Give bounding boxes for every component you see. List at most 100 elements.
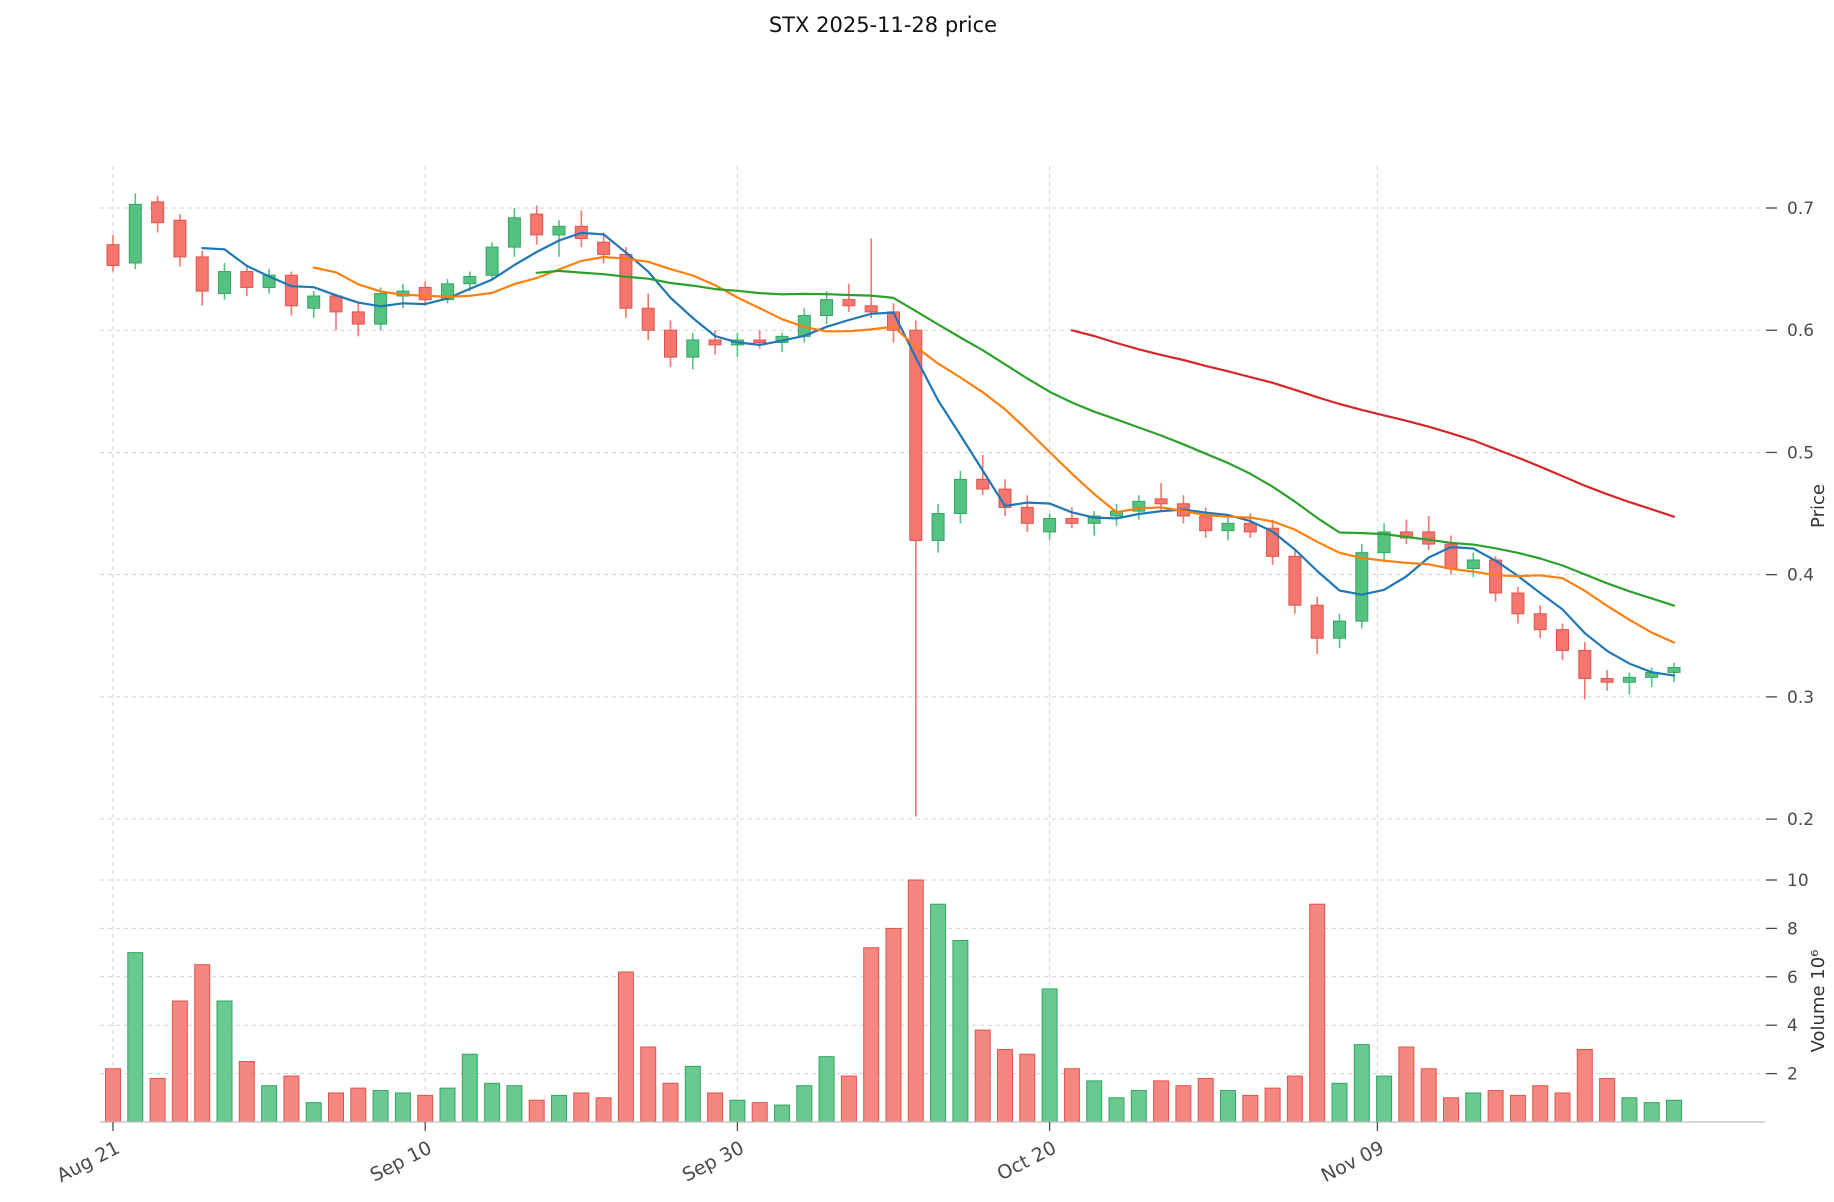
- candle-body: [1622, 676, 1636, 683]
- candle-body: [686, 339, 700, 358]
- volume-bar: [818, 1056, 835, 1123]
- volume-bar: [105, 1068, 121, 1123]
- volume-tick-label: 8: [1787, 919, 1798, 939]
- price-tick-label: 0.3: [1787, 688, 1814, 708]
- volume-bar: [751, 1102, 768, 1123]
- volume-tick-label: 6: [1787, 968, 1798, 988]
- x-tick-label: Aug 21: [53, 1137, 123, 1187]
- candle-body: [1422, 531, 1436, 545]
- x-tick-label: Sep 30: [679, 1137, 748, 1187]
- volume-bar: [662, 1082, 679, 1123]
- volume-bar: [238, 1061, 255, 1123]
- volume-bar: [1063, 1068, 1080, 1123]
- volume-bar: [506, 1085, 523, 1123]
- volume-bar: [1621, 1097, 1638, 1123]
- volume-bar: [729, 1099, 746, 1123]
- volume-bar: [1599, 1077, 1616, 1123]
- volume-bar: [283, 1075, 300, 1123]
- candle-body: [641, 307, 655, 331]
- candle-body: [1556, 629, 1569, 651]
- ma-line-20: [535, 269, 1676, 607]
- volume-bar: [1197, 1077, 1214, 1123]
- candle-body: [1600, 678, 1614, 683]
- ma-line-10: [312, 255, 1676, 644]
- candle-body: [351, 311, 365, 325]
- volume-bar: [863, 947, 880, 1123]
- candle-body: [218, 271, 231, 295]
- volume-bar: [930, 903, 947, 1123]
- volume-bar: [328, 1092, 344, 1123]
- ma-line-44: [1070, 329, 1676, 518]
- volume-bar: [840, 1075, 857, 1123]
- ma-layer: [201, 231, 1676, 677]
- candle-body: [953, 478, 967, 515]
- volume-bar: [439, 1087, 456, 1123]
- candle-body: [842, 299, 856, 307]
- volume-bar: [261, 1085, 278, 1123]
- candle-body: [1132, 500, 1146, 512]
- volume-layer: [105, 879, 1682, 1123]
- candle-body: [1087, 515, 1101, 524]
- volume-bar: [1264, 1087, 1281, 1123]
- volume-bar: [997, 1048, 1013, 1123]
- volume-bar: [350, 1087, 367, 1123]
- candle-body: [530, 213, 544, 236]
- volume-bar: [1309, 903, 1326, 1123]
- volume-bar: [1353, 1044, 1370, 1123]
- candle-body: [329, 295, 343, 313]
- candle-body: [619, 253, 633, 309]
- price-tick-label: 0.7: [1787, 199, 1814, 219]
- candle-body: [1578, 649, 1592, 680]
- candle-body: [1466, 559, 1480, 570]
- volume-bar: [1666, 1099, 1682, 1123]
- volume-bar: [1487, 1090, 1504, 1123]
- volume-bar: [1331, 1082, 1348, 1123]
- volume-bar: [974, 1029, 991, 1123]
- ma-line-5: [201, 231, 1676, 677]
- candle-body: [1065, 517, 1079, 524]
- candle-body: [1154, 498, 1168, 505]
- candle-body: [1511, 592, 1525, 615]
- candle-body: [284, 274, 298, 307]
- candle-body: [240, 271, 254, 288]
- volume-bar: [885, 927, 902, 1123]
- volume-bar: [1554, 1092, 1571, 1123]
- candle-body: [931, 513, 945, 541]
- volume-tick-label: 4: [1787, 1016, 1798, 1036]
- candle-body: [864, 305, 878, 313]
- candle-body: [753, 339, 767, 343]
- candle-body: [507, 217, 521, 248]
- candle-body: [1355, 552, 1369, 622]
- volume-bar: [372, 1090, 389, 1123]
- volume-bar: [617, 971, 634, 1123]
- volume-bar: [1130, 1090, 1147, 1123]
- volume-bar: [1019, 1053, 1036, 1123]
- volume-bar: [1286, 1075, 1303, 1123]
- volume-bar: [1443, 1097, 1459, 1123]
- candle-body: [1221, 522, 1235, 532]
- volume-bar: [528, 1099, 545, 1123]
- volume-tick-label: 10: [1787, 871, 1809, 891]
- price-tick-label: 0.5: [1787, 443, 1814, 463]
- candle-body: [151, 201, 165, 224]
- candle-body: [418, 286, 432, 301]
- volume-bar: [1465, 1092, 1482, 1123]
- volume-bar: [484, 1082, 501, 1123]
- volume-bar: [796, 1085, 813, 1123]
- price-tick-label: 0.4: [1787, 566, 1814, 586]
- candle-body: [909, 329, 923, 541]
- candle-body: [1199, 515, 1213, 532]
- candle-body: [820, 299, 834, 317]
- chart-title: STX 2025-11-28 price: [769, 13, 997, 37]
- candle-body: [1333, 620, 1346, 639]
- candle-body: [128, 203, 142, 264]
- volume-bar: [127, 952, 144, 1123]
- volume-bar: [707, 1092, 724, 1123]
- volume-bar: [595, 1097, 612, 1123]
- volume-bar: [640, 1046, 657, 1123]
- candle-body: [463, 275, 477, 285]
- price-tick-label: 0.2: [1787, 810, 1814, 830]
- candle-body: [1288, 555, 1302, 606]
- candle-body: [1310, 604, 1324, 639]
